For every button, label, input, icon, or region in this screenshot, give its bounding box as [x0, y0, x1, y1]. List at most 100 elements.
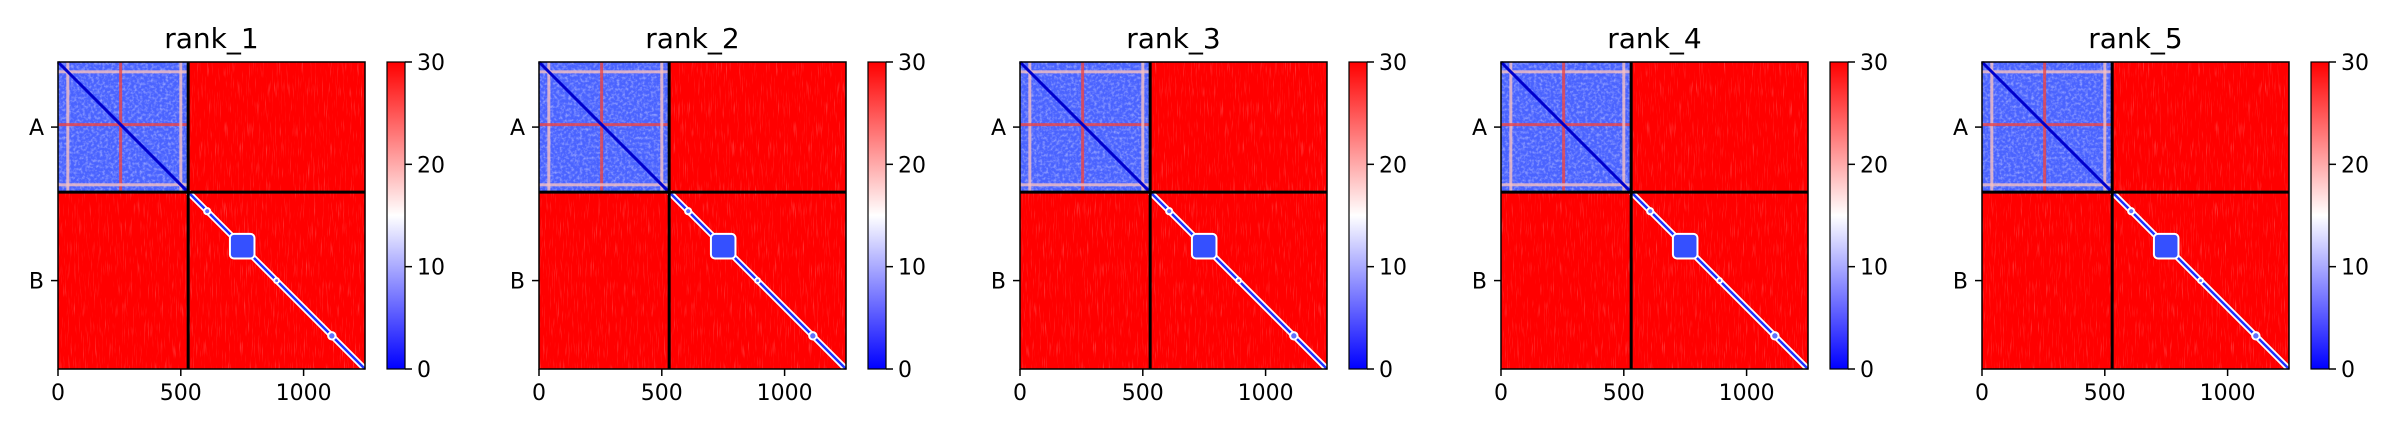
y-tick-label: A — [29, 116, 44, 141]
domain-block — [1646, 207, 1655, 216]
colorbar-tick-label: 20 — [1860, 153, 1888, 178]
domain-block — [1716, 277, 1724, 285]
chart-panel-4: rank_4 0 500 1000 A B 0 10 20 30 — [1472, 22, 1888, 406]
domain-block — [1671, 232, 1699, 260]
colorbar-tick-label: 20 — [1379, 153, 1407, 178]
chart-title: rank_1 — [164, 22, 258, 55]
colorbar-tick-label: 20 — [2341, 153, 2369, 178]
domain-block — [808, 331, 818, 341]
x-tick-label: 0 — [1013, 381, 1027, 406]
chain-a-diagonal — [56, 60, 190, 194]
chart-panel-2: rank_2 0 500 1000 A B 0 10 20 30 — [510, 22, 926, 406]
colorbar-tick-label: 0 — [898, 358, 912, 383]
chain-a-stripe-v — [1028, 62, 1032, 193]
x-tick-label: 500 — [641, 381, 683, 406]
x-tick-label: 1000 — [2200, 381, 2256, 406]
colorbar-tick-label: 30 — [1860, 51, 1888, 76]
chain-a-stripe-v — [1622, 62, 1626, 193]
domain-block — [754, 277, 762, 285]
x-tick-label: 0 — [51, 381, 65, 406]
x-tick-label: 500 — [1603, 381, 1645, 406]
chart-title: rank_2 — [645, 22, 739, 55]
colorbar-tick-label: 10 — [898, 256, 926, 281]
colorbar-tick-label: 10 — [1860, 256, 1888, 281]
chain-a-stripe-v — [660, 62, 664, 193]
colorbar — [386, 61, 406, 370]
y-tick-label: B — [991, 270, 1006, 295]
x-tick-label: 0 — [532, 381, 546, 406]
chart-panel-3: rank_3 0 500 1000 A B 0 10 20 30 — [991, 22, 1407, 406]
chain-a-stripe-h — [539, 183, 670, 187]
colorbar-tick-label: 30 — [898, 51, 926, 76]
chain-a-stripe-v — [1562, 62, 1566, 193]
x-tick-label: 500 — [1122, 381, 1164, 406]
domain-block — [2197, 277, 2205, 285]
chain-a-stripe-v — [1081, 62, 1085, 193]
y-tick-label: A — [1472, 116, 1487, 141]
axes-frame — [57, 61, 366, 370]
chain-a-stripe-h — [1501, 183, 1632, 187]
axes-frame — [1981, 61, 2290, 370]
chain-a-stripe-v — [2103, 62, 2107, 193]
chart-title: rank_4 — [1607, 22, 1701, 55]
chain-a-stripe-h — [1020, 123, 1151, 127]
chain-a-stripe-h — [1982, 70, 2113, 74]
domain-block — [228, 232, 256, 260]
chain-a-diagonal — [1980, 60, 2114, 194]
colorbar — [867, 61, 887, 370]
domain-block — [1190, 232, 1218, 260]
chain-a-stripe-v — [119, 62, 123, 193]
colorbar-tick-label: 30 — [2341, 51, 2369, 76]
colorbar-tick-label: 0 — [417, 358, 431, 383]
x-tick-label: 1000 — [276, 381, 332, 406]
chain-a-stripe-h — [58, 123, 189, 127]
chain-a-stripe-v — [66, 62, 70, 193]
chain-a-stripe-h — [58, 70, 189, 74]
x-tick-label: 500 — [2084, 381, 2126, 406]
y-tick-label: B — [510, 270, 525, 295]
colorbar-tick-label: 0 — [1860, 358, 1874, 383]
domain-block — [709, 232, 737, 260]
colorbar-tick-label: 20 — [417, 153, 445, 178]
domain-block — [2152, 232, 2180, 260]
chain-a-stripe-v — [1509, 62, 1513, 193]
y-tick-label: A — [510, 116, 525, 141]
x-tick-label: 500 — [160, 381, 202, 406]
colorbar-tick-label: 0 — [1379, 358, 1393, 383]
colorbar — [2310, 61, 2330, 370]
chain-a-stripe-h — [539, 123, 670, 127]
colorbar — [1829, 61, 1849, 370]
chart-title: rank_5 — [2088, 22, 2182, 55]
chain-a-diagonal — [1018, 60, 1152, 194]
x-tick-label: 0 — [1975, 381, 1989, 406]
colorbar — [1348, 61, 1368, 370]
chain-a-stripe-v — [600, 62, 604, 193]
colorbar-tick-label: 30 — [417, 51, 445, 76]
x-tick-label: 0 — [1494, 381, 1508, 406]
domain-block — [1235, 277, 1243, 285]
chain-a-stripe-h — [1501, 123, 1632, 127]
domain-block — [203, 207, 212, 216]
colorbar-tick-label: 0 — [2341, 358, 2355, 383]
colorbar-tick-label: 20 — [898, 153, 926, 178]
chain-a-stripe-v — [1990, 62, 1994, 193]
domain-block — [327, 331, 337, 341]
y-tick-label: B — [1953, 270, 1968, 295]
chain-a-stripe-h — [1982, 123, 2113, 127]
x-tick-label: 1000 — [757, 381, 813, 406]
chart-panel-1: rank_1 0 500 1000 A B 0 10 20 30 — [29, 22, 445, 406]
domain-block — [273, 277, 281, 285]
chain-a-stripe-v — [179, 62, 183, 193]
chain-a-diagonal — [537, 60, 671, 194]
colorbar-tick-label: 10 — [1379, 256, 1407, 281]
domain-block — [2127, 207, 2136, 216]
chain-a-stripe-h — [1020, 70, 1151, 74]
domain-block — [684, 207, 693, 216]
x-tick-label: 1000 — [1238, 381, 1294, 406]
domain-block — [2251, 331, 2261, 341]
chain-a-stripe-v — [547, 62, 551, 193]
domain-block — [1289, 331, 1299, 341]
colorbar-tick-label: 30 — [1379, 51, 1407, 76]
domain-block — [1770, 331, 1780, 341]
